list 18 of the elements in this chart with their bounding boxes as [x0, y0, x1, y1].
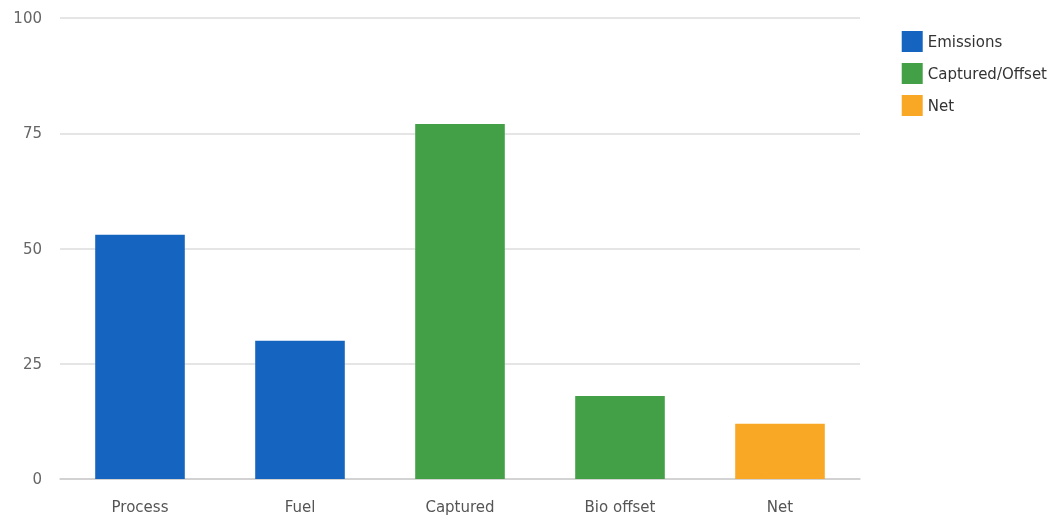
bar	[95, 234, 185, 479]
bar	[415, 124, 505, 479]
x-tick-label: Fuel	[284, 497, 316, 516]
bar	[575, 396, 665, 479]
y-tick-label: 100	[13, 9, 42, 27]
legend-label: Net	[927, 96, 955, 115]
x-tick-label: Bio offset	[584, 497, 656, 516]
bar	[255, 340, 345, 479]
x-tick-label: Net	[766, 497, 794, 516]
y-tick-label: 75	[22, 124, 42, 143]
y-tick-label: 50	[22, 239, 42, 258]
x-tick-label: Captured	[425, 497, 495, 516]
x-tick-label: Process	[111, 497, 169, 516]
y-tick-label: 25	[22, 354, 42, 373]
y-tick-label: 0	[32, 470, 42, 488]
legend-label: Emissions	[927, 32, 1003, 51]
bar	[735, 423, 825, 479]
legend-label: Captured/Offset	[927, 64, 1048, 83]
